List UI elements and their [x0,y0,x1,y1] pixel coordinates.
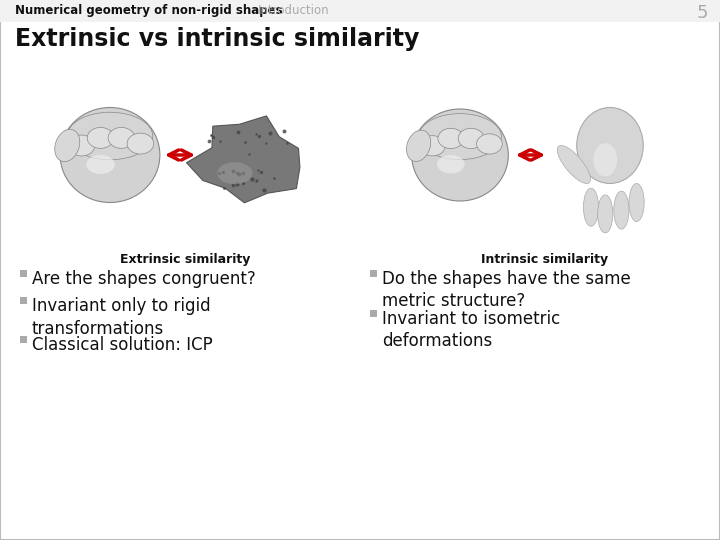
FancyArrowPatch shape [168,150,192,160]
Ellipse shape [458,129,484,148]
Ellipse shape [598,195,613,233]
Ellipse shape [629,184,644,221]
Bar [370,270,377,277]
Ellipse shape [127,133,153,154]
Bar [20,297,27,304]
Polygon shape [186,116,300,203]
Text: Classical solution: ICP: Classical solution: ICP [32,336,212,354]
Ellipse shape [437,155,464,173]
Ellipse shape [55,130,80,161]
Text: metric structure?: metric structure? [382,292,526,310]
Bar [370,310,377,317]
Text: Extrinsic similarity: Extrinsic similarity [120,253,250,266]
Ellipse shape [557,145,590,184]
Ellipse shape [420,136,445,156]
Ellipse shape [477,134,503,154]
Text: Are the shapes congruent?: Are the shapes congruent? [32,270,256,288]
Bar [0,0,720,22]
Ellipse shape [583,188,598,226]
Text: Intrinsic similarity: Intrinsic similarity [482,253,608,266]
Ellipse shape [87,127,114,149]
Bar [20,270,27,277]
Text: Do the shapes have the same: Do the shapes have the same [382,270,631,288]
Ellipse shape [60,107,160,202]
Ellipse shape [418,113,501,160]
Ellipse shape [613,191,629,229]
Ellipse shape [67,112,153,160]
Ellipse shape [407,130,431,161]
Text: deformations: deformations [382,332,492,350]
Ellipse shape [108,127,135,149]
Text: Invariant only to rigid: Invariant only to rigid [32,297,211,315]
Ellipse shape [68,135,95,156]
Ellipse shape [577,107,643,184]
Text: Introduction: Introduction [258,4,330,17]
Text: Numerical geometry of non-rigid shapes: Numerical geometry of non-rigid shapes [15,4,283,17]
Ellipse shape [412,109,508,201]
Ellipse shape [86,155,114,174]
Bar [20,336,27,343]
Text: 5: 5 [696,4,708,22]
Ellipse shape [217,162,253,184]
Ellipse shape [438,129,464,148]
Ellipse shape [593,143,617,177]
Text: Extrinsic vs intrinsic similarity: Extrinsic vs intrinsic similarity [15,27,419,51]
Text: transformations: transformations [32,320,164,338]
FancyArrowPatch shape [520,150,541,160]
Text: Invariant to isometric: Invariant to isometric [382,310,560,328]
